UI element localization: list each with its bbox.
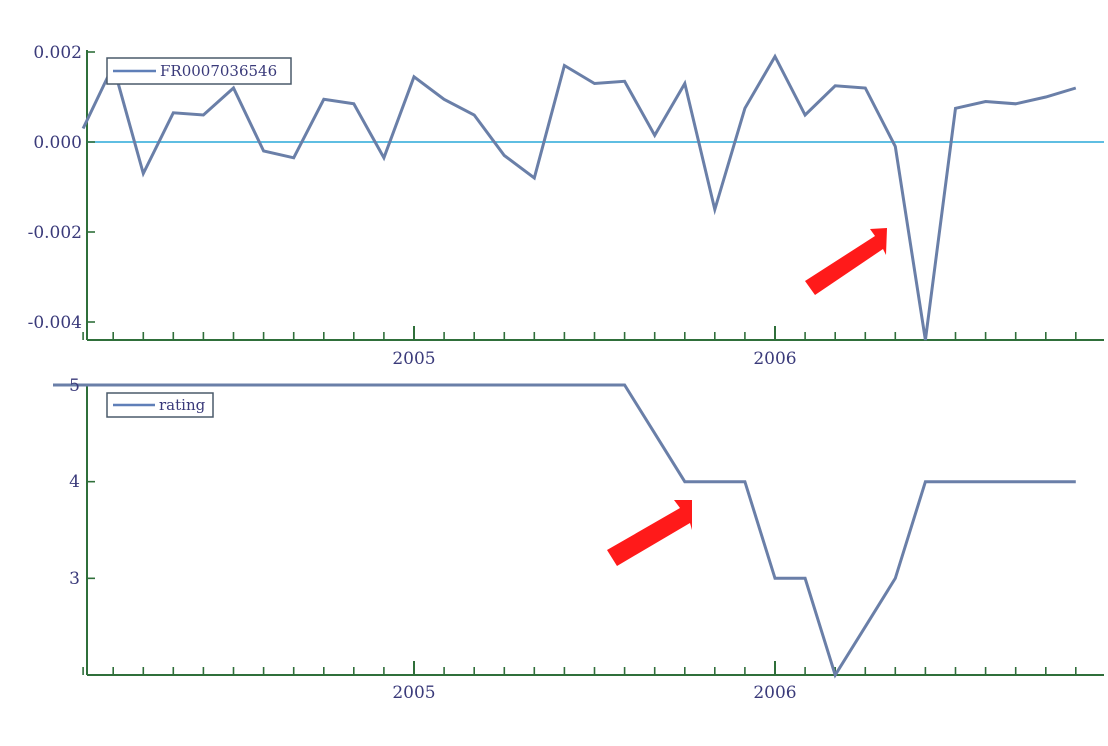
top-legend-box bbox=[106, 57, 292, 85]
top-series-line bbox=[81, 53, 1077, 341]
bottom-legend: rating bbox=[106, 392, 214, 418]
bottom-series-line bbox=[53, 383, 1076, 679]
bottom-series-group bbox=[53, 383, 1076, 679]
top-ytick-label-3: -0.004 bbox=[28, 313, 82, 333]
bottom-legend-label: rating bbox=[159, 396, 206, 414]
top-chart-panel: 0.002 0.000 -0.002 -0.004 2005 2006 FR00… bbox=[28, 43, 1104, 369]
bottom-ytick-label-0: 5 bbox=[69, 376, 80, 396]
top-red-arrow bbox=[805, 228, 887, 295]
top-xtick-label-0: 2005 bbox=[392, 349, 435, 369]
bottom-xtick-label-0: 2005 bbox=[392, 683, 435, 703]
bottom-red-arrow bbox=[607, 500, 692, 566]
bottom-y-ticks bbox=[87, 384, 95, 580]
bottom-chart-panel: 5 4 3 2005 2006 rating bbox=[53, 376, 1104, 703]
top-xtick-label-1: 2006 bbox=[753, 349, 796, 369]
top-y-ticks bbox=[87, 51, 95, 323]
top-ytick-label-0: 0.002 bbox=[33, 43, 82, 63]
bottom-ytick-label-1: 4 bbox=[69, 472, 80, 492]
bottom-x-ticks bbox=[82, 661, 1077, 675]
top-x-ticks bbox=[82, 326, 1077, 340]
top-legend-label: FR0007036546 bbox=[160, 62, 277, 80]
top-ytick-label-2: -0.002 bbox=[28, 223, 82, 243]
bottom-xtick-label-1: 2006 bbox=[753, 683, 796, 703]
top-series-group bbox=[81, 53, 1077, 341]
top-ytick-label-1: 0.000 bbox=[33, 133, 82, 153]
bottom-ytick-label-2: 3 bbox=[69, 569, 80, 589]
top-legend: FR0007036546 bbox=[106, 57, 292, 85]
